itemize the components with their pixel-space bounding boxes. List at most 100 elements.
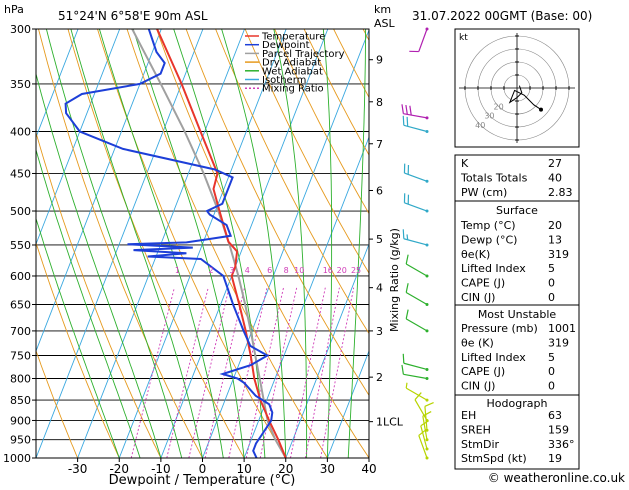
index-label: Temp (°C) [460,219,516,232]
wind-barb [404,193,428,212]
hpa-label: hPa [4,3,24,16]
pressure-tick-label: 350 [10,78,31,91]
pressure-tick-label: 500 [10,205,31,218]
location-title: 51°24'N 6°58'E 90m ASL [58,9,208,23]
index-label: Dewp (°C) [461,233,517,246]
wind-barb [406,283,428,306]
wind-barb [406,310,428,333]
index-label: K [461,157,469,170]
wind-barbs [402,28,434,460]
pressure-tick-label: 600 [10,270,31,283]
km-label: km [374,3,391,16]
km-tick-label: 2 [376,371,383,384]
index-section-title: Most Unstable [478,308,557,321]
copyright: © weatheronline.co.uk [488,471,625,485]
hodograph-unit: kt [459,33,468,43]
index-label: Lifted Index [461,262,526,275]
mixing-ratio-label: 3 [229,266,234,275]
index-value: 13 [548,233,562,246]
wind-barb-half-flag [406,383,407,388]
index-value: 19 [548,452,562,465]
wind-barb-flag [402,104,403,113]
index-value: 336° [548,438,575,451]
wind-barb-flag [403,229,404,238]
mixing-ratio-label: 16 [323,266,333,275]
temperature-tick-label: 40 [361,462,376,476]
wind-barb-shaft [406,264,427,276]
mixing-ratio-line-2 [167,288,208,458]
hodograph-ring-label: 40 [475,121,485,130]
pressure-tick-label: 950 [10,434,31,447]
pressure-tick-label: 450 [10,167,31,180]
index-value: 5 [548,351,555,364]
km-tick-label: 3 [376,325,383,338]
wind-barb [403,116,428,133]
index-value: 0 [548,380,555,393]
mixing-ratio-label: 8 [284,266,289,275]
index-section-title: Hodograph [487,397,548,410]
wind-barb-shaft [419,435,427,458]
wind-barb-flag [410,106,411,115]
hodograph-ring-label: 20 [494,102,504,111]
mixing-ratio-label: 6 [267,266,272,275]
hodograph-storm-motion [539,108,543,112]
index-label: Pressure (mb) [461,322,538,335]
index-label: SREH [461,423,491,436]
asl-label: ASL [374,17,396,30]
index-label: θe (K) [461,336,494,349]
index-label: CAPE (J) [461,365,505,378]
wind-barb [404,164,428,183]
km-tick-label: 5 [376,233,383,246]
pressure-tick-label: 300 [10,23,31,36]
index-value: 1001 [548,322,576,335]
index-value: 319 [548,336,569,349]
mixing-ratio-label: 20 [337,266,347,275]
pressure-tick-label: 750 [10,349,31,362]
index-value: 40 [548,171,562,184]
index-label: θe(K) [461,248,490,261]
wind-barb-flag [406,105,407,114]
datetime-title: 31.07.2022 00GMT (Base: 00) [412,9,592,23]
mixing-ratio-label: 25 [351,266,361,275]
wind-barb-flag [407,117,408,126]
index-value: 2.83 [548,186,573,199]
wind-barb-shaft [419,29,427,52]
temperature-tick-label: -30 [68,462,88,476]
index-value: 319 [548,248,569,261]
km-tick-label: 7 [376,138,383,151]
wind-barb-flag [406,283,408,292]
mixing-ratio-axis-title: Mixing Ratio (g/kg) [388,228,401,332]
mixing-ratio-label: 10 [294,266,304,275]
wind-barb [406,383,428,402]
index-label: StmSpd (kt) [461,452,527,465]
km-tick-label: 1LCL [376,416,404,429]
wind-barb-shaft [403,374,427,378]
index-value: 5 [548,262,555,275]
index-value: 0 [548,365,555,378]
hodograph-ring-label: 30 [484,112,494,121]
wind-barb-shaft [406,319,427,331]
temperature-tick-label: 30 [320,462,335,476]
km-tick-label: 6 [376,184,383,197]
wind-barb [402,365,429,380]
mixing-ratio-label: 1 [175,266,180,275]
index-value: 20 [548,219,562,232]
dewpoint-line [66,29,273,458]
pressure-tick-label: 1000 [3,452,31,465]
km-tick-label: 8 [376,96,383,109]
wind-barb [419,430,429,460]
wind-barb [409,28,428,52]
pressure-tick-label: 700 [10,325,31,338]
index-value: 0 [548,291,555,304]
mixing-ratio-line-20 [305,288,339,458]
wind-barb-flag [406,310,408,319]
index-section-title: Surface [496,204,538,217]
index-value: 27 [548,157,562,170]
pressure-tick-label: 800 [10,372,31,385]
legend-label: Mixing Ratio [262,84,324,95]
index-label: StmDir [461,438,500,451]
pressure-tick-label: 850 [10,394,31,407]
wind-barb-flag [406,255,408,264]
index-label: CIN (J) [461,380,495,393]
